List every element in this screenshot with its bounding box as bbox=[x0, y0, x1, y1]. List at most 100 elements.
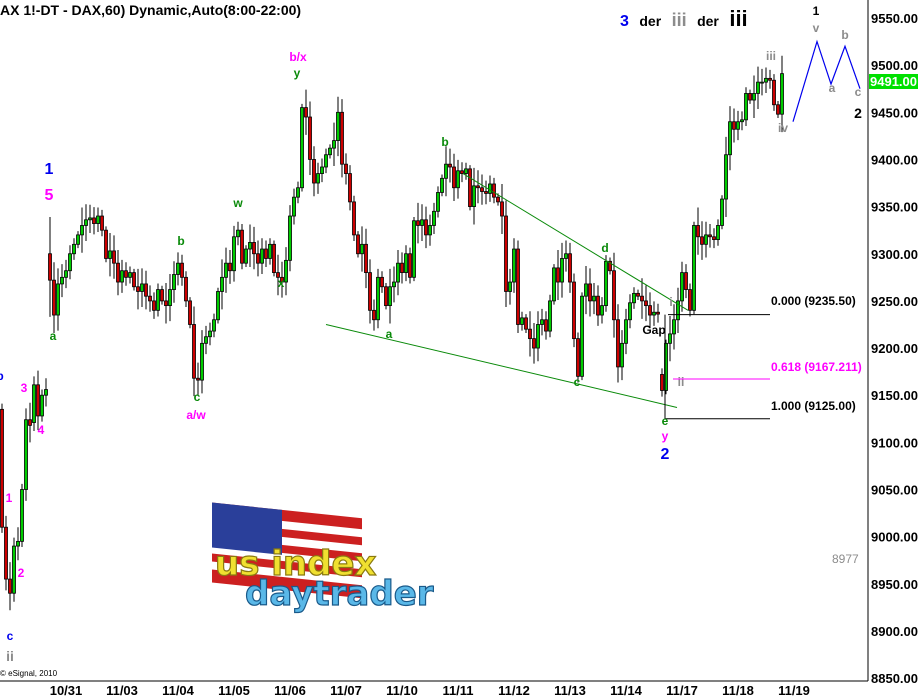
candle bbox=[184, 271, 188, 308]
candle-body bbox=[368, 272, 372, 311]
candle bbox=[332, 122, 336, 167]
wave-label: x bbox=[277, 276, 285, 290]
wave-label: b bbox=[441, 135, 449, 149]
candle bbox=[280, 261, 284, 298]
candle bbox=[124, 262, 128, 286]
candle-body bbox=[484, 191, 488, 194]
candle bbox=[632, 287, 636, 309]
candle-body bbox=[352, 201, 356, 236]
candle bbox=[8, 562, 12, 611]
candle bbox=[256, 240, 260, 277]
candle bbox=[480, 174, 484, 205]
wave-label: b bbox=[0, 370, 4, 382]
candle-body bbox=[476, 185, 480, 189]
x-tick-label: 11/05 bbox=[218, 683, 250, 698]
candle-body bbox=[752, 93, 756, 101]
candle bbox=[52, 262, 56, 333]
candle bbox=[200, 330, 204, 394]
wave-label: 2 bbox=[660, 446, 670, 463]
candle-body bbox=[448, 163, 452, 168]
wave-label: a bbox=[385, 327, 393, 341]
candle-body bbox=[736, 121, 740, 130]
candle bbox=[356, 231, 360, 258]
candle-body bbox=[640, 295, 644, 302]
candle-body bbox=[624, 319, 628, 344]
candle bbox=[712, 228, 716, 249]
candle-body bbox=[604, 260, 608, 307]
candle bbox=[512, 238, 516, 293]
candle bbox=[60, 264, 64, 298]
candle bbox=[236, 221, 240, 246]
candle bbox=[32, 376, 36, 432]
candle-body bbox=[468, 168, 472, 208]
candle bbox=[592, 282, 596, 315]
candle bbox=[564, 240, 568, 272]
candle-body bbox=[216, 291, 220, 321]
candle bbox=[456, 159, 460, 199]
candle bbox=[448, 148, 452, 183]
candle bbox=[720, 195, 724, 230]
candle bbox=[28, 402, 32, 443]
candle-body bbox=[388, 286, 392, 307]
candle bbox=[624, 308, 628, 355]
candle bbox=[452, 153, 456, 201]
candle-body bbox=[184, 276, 188, 302]
candle-body bbox=[212, 319, 216, 332]
candle bbox=[416, 202, 420, 244]
candle bbox=[728, 106, 732, 171]
candle-body bbox=[52, 279, 56, 316]
candle bbox=[36, 370, 40, 431]
candle-body bbox=[344, 163, 348, 174]
candle bbox=[412, 216, 416, 282]
candle bbox=[508, 268, 512, 305]
candle-body bbox=[408, 253, 412, 278]
candle bbox=[392, 266, 396, 303]
candle-body bbox=[764, 77, 768, 83]
x-tick-label: 11/13 bbox=[554, 683, 586, 698]
candle-body bbox=[440, 177, 444, 193]
candle bbox=[636, 289, 640, 300]
wave-label: iii bbox=[765, 49, 777, 63]
candle-body bbox=[152, 300, 156, 311]
candle bbox=[288, 205, 292, 272]
wave-label: a/w bbox=[186, 408, 206, 422]
candle bbox=[360, 226, 364, 272]
candle-body bbox=[120, 270, 124, 283]
candle-body bbox=[296, 187, 300, 198]
y-tick-label: 8950.00 bbox=[871, 577, 918, 592]
candle-body bbox=[724, 154, 728, 200]
candle bbox=[108, 233, 112, 277]
candle-body bbox=[684, 272, 688, 290]
candle-body bbox=[588, 283, 592, 302]
candle-body bbox=[644, 300, 648, 307]
wave-label: ii bbox=[677, 375, 685, 389]
candle-body bbox=[136, 286, 140, 292]
candle-body bbox=[632, 292, 636, 304]
candle-body bbox=[404, 253, 408, 274]
candle-body bbox=[384, 286, 388, 307]
candle bbox=[504, 200, 508, 308]
candle bbox=[212, 313, 216, 338]
candle-body bbox=[280, 276, 284, 283]
candle bbox=[4, 515, 8, 591]
candle bbox=[472, 167, 476, 225]
wave-label: 1 bbox=[812, 4, 820, 18]
candle bbox=[768, 69, 772, 89]
candle-body bbox=[636, 292, 640, 297]
x-tick-label: 11/07 bbox=[330, 683, 362, 698]
candle-body bbox=[36, 384, 40, 417]
candle bbox=[576, 332, 580, 383]
candle-body bbox=[508, 281, 512, 292]
candle-body bbox=[580, 295, 584, 377]
candle bbox=[312, 146, 316, 197]
candle bbox=[148, 285, 152, 312]
candle bbox=[668, 315, 672, 362]
candle-body bbox=[712, 236, 716, 241]
candle bbox=[92, 207, 96, 235]
candle-body bbox=[496, 196, 500, 203]
candle bbox=[180, 254, 184, 286]
candle bbox=[64, 259, 68, 289]
candle bbox=[580, 292, 584, 381]
candle-body bbox=[44, 389, 48, 396]
candle bbox=[620, 330, 624, 381]
